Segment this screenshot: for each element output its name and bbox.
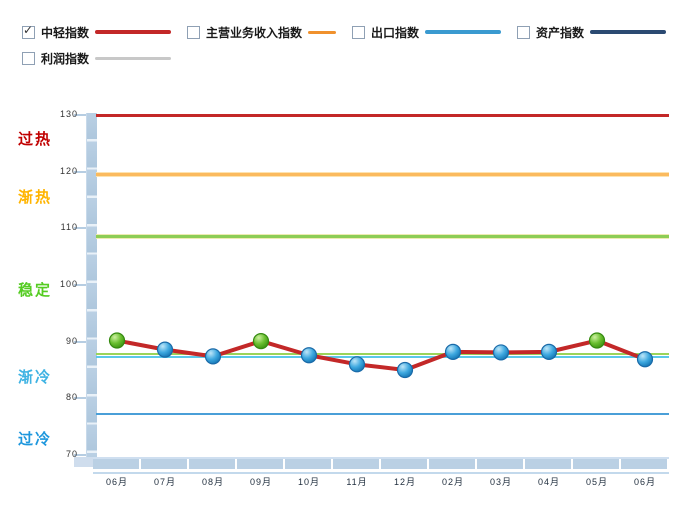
y-tick-label: 120	[59, 165, 78, 176]
x-tick-label: 08月	[201, 477, 224, 487]
x-tick-label: 03月	[489, 477, 512, 487]
y-tick-mark	[74, 454, 86, 456]
legend-line-swatch	[425, 30, 501, 34]
checkbox-checked-icon[interactable]: ✓	[22, 22, 35, 39]
x-tick-label: 12月	[393, 477, 416, 487]
checkbox-unchecked-icon[interactable]	[517, 25, 530, 39]
x-tick-label: 10月	[297, 477, 320, 487]
legend-row: 利润指数	[22, 50, 686, 66]
legend-line-swatch	[95, 56, 171, 60]
threshold-line-130	[96, 113, 669, 117]
legend-label: 中轻指数	[41, 25, 90, 40]
y-tick-mark	[74, 170, 86, 173]
legend-row: ✓ 中轻指数 主营业务收入指数 出口指数 资产指数	[22, 22, 686, 41]
x-axis-band	[93, 457, 669, 469]
data-point-12月-85[interactable]	[396, 361, 414, 379]
threshold-line-119.5	[96, 173, 669, 176]
data-point-06月-86.9[interactable]	[636, 351, 654, 368]
threshold-line-87.9	[96, 352, 669, 355]
y-tick-mark	[74, 284, 86, 286]
y-tick-label: 90	[65, 335, 78, 346]
y-tick-mark	[74, 340, 86, 343]
check-mark-icon: ✓	[23, 22, 34, 37]
x-tick-label: 02月	[441, 477, 464, 487]
data-point-04月-88.2[interactable]	[540, 343, 558, 360]
x-tick-label: 05月	[585, 477, 608, 487]
y-axis-band	[86, 113, 97, 457]
data-point-02月-88.2[interactable]	[444, 343, 462, 360]
data-point-06月-90.2[interactable]	[108, 332, 126, 349]
legend-label: 主营业务收入指数	[206, 25, 303, 40]
y-tick-mark	[74, 227, 86, 230]
zone-label-渐冷: 渐冷	[18, 368, 53, 386]
x-tick-label: 06月	[105, 477, 128, 487]
legend-item-主营业务收入指数[interactable]: 主营业务收入指数	[187, 24, 352, 41]
y-tick-mark	[74, 114, 86, 116]
y-tick-label: 130	[59, 109, 78, 119]
x-tick-label: 09月	[249, 477, 272, 487]
data-point-10月-87.6[interactable]	[300, 347, 318, 364]
y-tick-label: 100	[59, 279, 78, 289]
y-tick-mark	[74, 397, 86, 400]
threshold-line-87.3	[96, 355, 669, 358]
threshold-line-77.3	[96, 412, 669, 415]
data-point-09月-90.1[interactable]	[252, 333, 270, 350]
zone-label-稳定: 稳定	[18, 281, 53, 299]
checkbox-unchecked-icon[interactable]	[352, 25, 365, 39]
legend-item-资产指数[interactable]: 资产指数	[517, 24, 682, 41]
data-point-03月-88.1[interactable]	[492, 344, 510, 361]
data-point-07月-88.6[interactable]	[156, 341, 174, 358]
legend-label: 资产指数	[536, 25, 585, 40]
legend-line-swatch	[308, 30, 336, 34]
y-tick-label: 70	[65, 449, 78, 459]
checkbox-unchecked-icon[interactable]	[22, 51, 35, 65]
x-tick-label: 11月	[346, 477, 368, 487]
data-point-11月-86[interactable]	[348, 356, 366, 373]
x-tick-label: 07月	[153, 477, 176, 487]
axis-corner	[74, 457, 93, 467]
data-point-08月-87.4[interactable]	[204, 348, 222, 365]
legend-item-利润指数[interactable]: 利润指数	[22, 50, 187, 67]
checkbox-unchecked-icon[interactable]	[187, 25, 200, 39]
y-tick-label: 80	[65, 392, 78, 403]
legend-item-中轻指数[interactable]: ✓ 中轻指数	[22, 22, 187, 41]
data-point-05月-90.2[interactable]	[588, 332, 606, 349]
legend-label: 利润指数	[41, 51, 90, 66]
x-tick-label: 04月	[537, 477, 560, 487]
legend-item-出口指数[interactable]: 出口指数	[352, 24, 517, 41]
x-axis-underline	[93, 472, 669, 474]
zone-label-过热: 过热	[18, 130, 53, 148]
legend-line-swatch	[590, 30, 666, 34]
x-tick-label: 06月	[633, 477, 656, 487]
legend-line-swatch	[95, 30, 171, 34]
zone-label-渐热: 渐热	[18, 189, 53, 207]
zone-label-过冷: 过冷	[18, 431, 53, 449]
threshold-line-108.6	[96, 234, 669, 238]
legend-label: 出口指数	[371, 25, 420, 40]
y-tick-label: 110	[60, 222, 78, 233]
